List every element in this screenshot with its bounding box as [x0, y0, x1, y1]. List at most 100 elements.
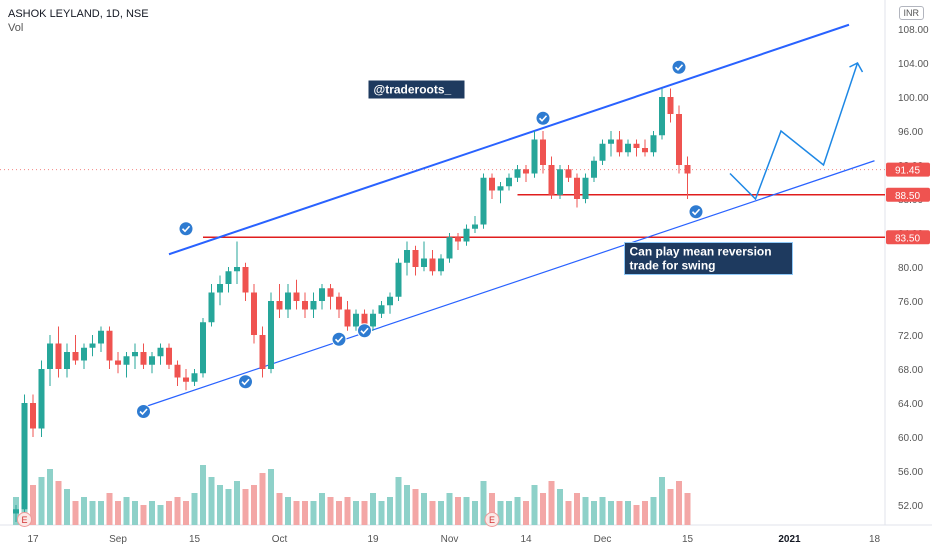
candle-body [285, 292, 291, 310]
price-tick-label: 68.00 [898, 365, 923, 376]
price-tick-label: 104.00 [898, 59, 929, 70]
volume-bar [591, 501, 597, 525]
candle-body [327, 288, 334, 297]
candle-body [489, 177, 495, 191]
pivot-check-badge [671, 59, 687, 75]
volume-bar [361, 501, 368, 525]
annotation-mean-reversion-line: Can play mean reversion [630, 245, 772, 259]
candle-body [276, 301, 283, 310]
candle-body [616, 139, 623, 153]
volume-bar [497, 501, 504, 525]
candle-body [115, 360, 121, 365]
volume-bar [557, 489, 563, 525]
volume-bar [489, 493, 495, 525]
volume-bar [251, 485, 257, 525]
currency-button[interactable]: INR [898, 6, 924, 20]
candle-body [123, 356, 130, 365]
candle-body [89, 343, 96, 348]
candle-body [429, 258, 436, 272]
candle-body [497, 186, 504, 191]
candle-body [642, 148, 648, 153]
volume-bar [98, 501, 104, 525]
projection-path [729, 62, 859, 201]
time-tick-label: 19 [367, 534, 379, 545]
check-icon [181, 225, 191, 233]
volume-bar [684, 493, 691, 525]
check-icon [139, 408, 148, 416]
time-tick-label: 2021 [778, 534, 801, 545]
candle-body [174, 364, 181, 378]
candle-body [47, 343, 53, 369]
volume-bar [446, 493, 453, 525]
annotation-traderoots-box [368, 80, 465, 99]
volume-bar [438, 501, 444, 525]
candle-body [625, 143, 631, 153]
candle-body [191, 373, 198, 382]
volume-bar [72, 501, 79, 525]
price-tick-label: 100.00 [898, 93, 929, 104]
candle-body [633, 143, 640, 148]
candle-body [370, 313, 376, 327]
volume-bar [676, 481, 682, 525]
price-axis-badge [886, 230, 930, 245]
earnings-event-label: E [489, 515, 495, 525]
volume-bar [650, 497, 657, 525]
candle-body [684, 165, 691, 174]
candle-body [81, 347, 87, 361]
candle-body [446, 237, 453, 259]
annotation-mean-reversion-line: trade for swing [630, 259, 716, 273]
volume-bar [276, 493, 283, 525]
candle-body [667, 97, 674, 114]
volume-bar [106, 493, 113, 525]
lower-channel-line [143, 160, 875, 408]
price-tick-label: 56.00 [898, 467, 923, 478]
volume-bar [242, 489, 249, 525]
candle-body [659, 97, 665, 136]
volume-bar [200, 465, 206, 525]
volume-bar [183, 501, 189, 525]
time-tick-label: 15 [189, 534, 201, 545]
candle-body [166, 347, 172, 365]
candle-body [361, 313, 368, 327]
volume-bar [81, 497, 87, 525]
check-icon [674, 64, 684, 71]
candle-body [30, 403, 36, 429]
time-tick-label: Sep [109, 534, 127, 545]
volume-bar [421, 493, 427, 525]
candle-body [217, 284, 223, 293]
volume-bar [378, 501, 385, 525]
candle-body [310, 301, 317, 310]
volume-bar [659, 477, 665, 525]
volume-bar [115, 501, 121, 525]
candle-body [514, 169, 521, 178]
price-tick-label: 108.00 [898, 25, 929, 36]
volume-bar [625, 501, 631, 525]
candle-body [582, 177, 589, 199]
volume-bar [404, 485, 410, 525]
volume-bar [472, 501, 478, 525]
volume-bar [565, 501, 572, 525]
candle-body [412, 250, 419, 267]
check-icon [241, 378, 250, 386]
volume-bar [548, 481, 555, 525]
volume-bar [319, 493, 325, 525]
candle-body [55, 343, 62, 369]
volume-bar [395, 477, 402, 525]
projection-arrow-head [849, 62, 864, 73]
candle-body [472, 224, 478, 229]
candle-body [106, 330, 113, 361]
candle-body [676, 114, 682, 165]
volume-bar [310, 501, 317, 525]
volume-bar [38, 477, 45, 525]
annotation-mean-reversion-box [624, 242, 793, 275]
candle-body [523, 169, 529, 174]
time-tick-label: Oct [272, 534, 288, 545]
volume-bar [259, 473, 266, 525]
annotation-traderoots-text: @traderoots_ [374, 83, 452, 97]
volume-bar [336, 501, 342, 525]
volume-bar [140, 505, 147, 525]
candle-body [302, 301, 308, 310]
candle-body [650, 135, 657, 153]
time-tick-label: 17 [27, 534, 39, 545]
